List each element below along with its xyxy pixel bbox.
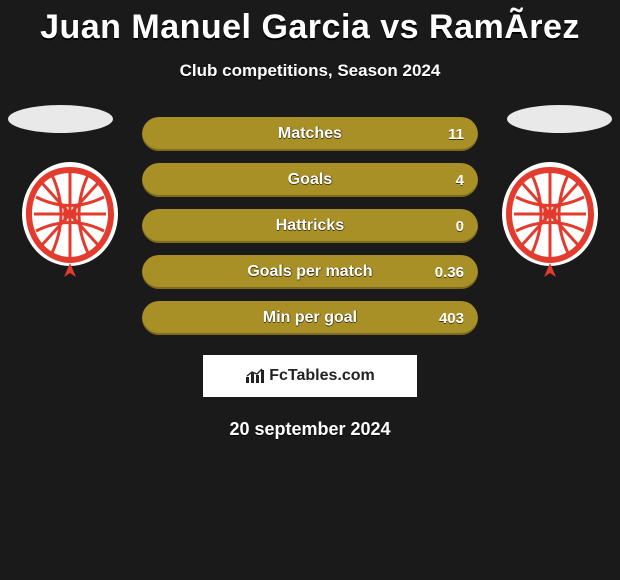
stat-label: Hattricks [276,217,344,235]
page-title: Juan Manuel Garcia vs RamÃ­rez [0,0,620,47]
date-text: 20 september 2024 [0,419,620,440]
stat-bar-matches: Matches 11 [142,117,478,151]
source-logo: FcTables.com [203,355,417,397]
svg-text:H: H [62,201,78,226]
stat-bar-goals: Goals 4 [142,163,478,197]
stat-value: 403 [439,310,464,327]
stat-label: Goals per match [247,263,372,281]
stat-value: 0.36 [435,264,464,281]
player-avatar-left [8,105,113,133]
stat-value: 4 [456,172,464,189]
stat-bar-min-per-goal: Min per goal 403 [142,301,478,335]
player-avatar-right [507,105,612,133]
stat-bar-hattricks: Hattricks 0 [142,209,478,243]
stat-bars: Matches 11 Goals 4 Hattricks 0 Goals per… [142,117,478,335]
comparison-stage: H H Matches 11 [0,117,620,440]
stat-label: Min per goal [263,309,357,327]
subtitle: Club competitions, Season 2024 [0,61,620,81]
club-crest-right: H [500,159,600,295]
stat-label: Goals [288,171,332,189]
club-crest-left: H [20,159,120,295]
bar-chart-icon [245,368,265,384]
stat-value: 0 [456,218,464,235]
stat-label: Matches [278,125,342,143]
svg-text:H: H [542,201,558,226]
stat-value: 11 [448,126,464,143]
stat-bar-goals-per-match: Goals per match 0.36 [142,255,478,289]
source-logo-text: FcTables.com [269,367,375,385]
